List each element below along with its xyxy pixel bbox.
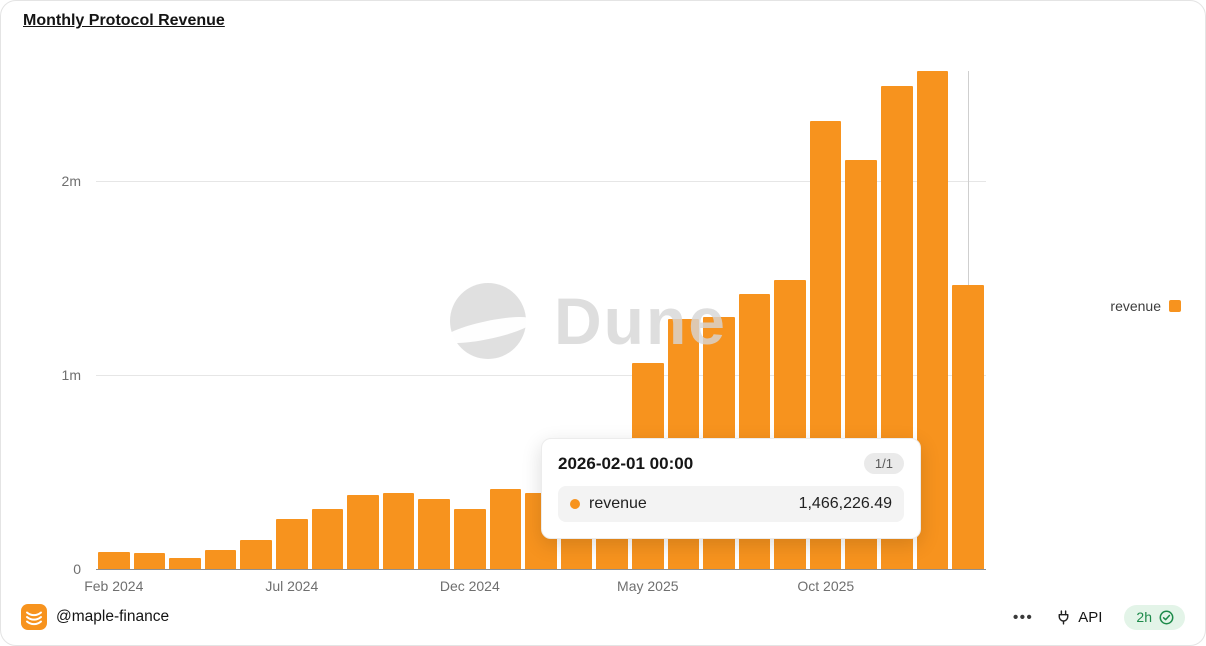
tooltip-value: 1,466,226.49	[798, 495, 892, 512]
tooltip-header: 2026-02-01 00:00 1/1	[558, 453, 904, 474]
bar-mar-2024[interactable]	[133, 553, 166, 569]
legend-label: revenue	[1110, 298, 1161, 314]
x-axis-tick-label: Dec 2024	[439, 578, 500, 594]
tooltip-series: revenue	[570, 495, 647, 513]
tooltip-pagination-badge: 1/1	[863, 453, 904, 474]
author-avatar-icon	[21, 604, 47, 630]
bar-aug-2024[interactable]	[311, 509, 344, 569]
footer-actions: ••• API 2h	[1012, 604, 1185, 630]
bar-jan-2026[interactable]	[916, 71, 949, 569]
x-axis-tick-label: Oct 2025	[797, 578, 855, 594]
chart-title-link[interactable]: Monthly Protocol Revenue	[23, 12, 225, 29]
api-plug-icon	[1058, 609, 1069, 625]
bar-jun-2024[interactable]	[240, 540, 272, 569]
legend-item-revenue[interactable]: revenue	[1110, 298, 1181, 314]
footer: @maple-finance ••• API 2h	[1, 595, 1205, 639]
bar-may-2024[interactable]	[204, 550, 237, 569]
api-label: API	[1078, 608, 1103, 626]
legend-swatch	[1169, 300, 1181, 312]
x-axis-tick-label: Jul 2024	[265, 578, 319, 594]
more-options-button[interactable]: •••	[1012, 608, 1034, 626]
tooltip-value-row: revenue 1,466,226.49	[558, 486, 904, 522]
refresh-age: 2h	[1136, 609, 1152, 625]
bar-feb-2026[interactable]	[952, 285, 984, 569]
api-link[interactable]: API	[1055, 609, 1102, 626]
gridline	[96, 181, 986, 182]
author-link[interactable]: @maple-finance	[21, 604, 169, 630]
bar-nov-2024[interactable]	[418, 499, 450, 569]
bar-sep-2024[interactable]	[347, 495, 379, 569]
chart-tooltip: 2026-02-01 00:00 1/1 revenue 1,466,226.4…	[541, 438, 921, 539]
series-dot-icon	[570, 499, 580, 509]
refresh-badge[interactable]: 2h	[1124, 604, 1185, 630]
bar-jan-2025[interactable]	[489, 489, 522, 569]
bar-oct-2024[interactable]	[382, 493, 415, 569]
author-handle: @maple-finance	[56, 608, 170, 625]
gridline	[96, 375, 986, 376]
tooltip-date: 2026-02-01 00:00	[558, 453, 694, 473]
x-axis-tick-label: Feb 2024	[84, 578, 144, 594]
y-axis-tick-label: 2m	[61, 173, 81, 189]
bar-dec-2024[interactable]	[453, 509, 486, 569]
refresh-success-icon	[1159, 610, 1174, 624]
bar-apr-2024[interactable]	[169, 558, 201, 569]
y-axis-tick-label: 0	[73, 561, 81, 577]
x-axis-line	[96, 569, 986, 570]
tooltip-series-label: revenue	[589, 495, 647, 512]
y-axis-tick-label: 1m	[61, 367, 81, 383]
bar-feb-2024[interactable]	[98, 552, 130, 569]
x-axis-tick-label: May 2025	[617, 578, 679, 594]
bar-jul-2024[interactable]	[275, 519, 308, 569]
